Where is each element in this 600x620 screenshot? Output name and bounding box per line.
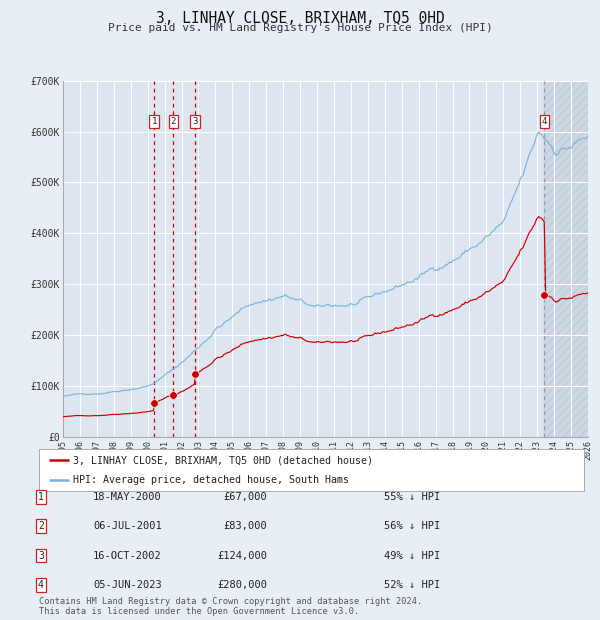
Text: 16-OCT-2002: 16-OCT-2002 xyxy=(93,551,162,560)
Text: HPI: Average price, detached house, South Hams: HPI: Average price, detached house, Sout… xyxy=(73,475,349,485)
Text: 2: 2 xyxy=(170,117,176,126)
Text: £280,000: £280,000 xyxy=(217,580,267,590)
Text: 52% ↓ HPI: 52% ↓ HPI xyxy=(384,580,440,590)
Text: 49% ↓ HPI: 49% ↓ HPI xyxy=(384,551,440,560)
Text: 3: 3 xyxy=(192,117,197,126)
Text: This data is licensed under the Open Government Licence v3.0.: This data is licensed under the Open Gov… xyxy=(39,606,359,616)
Text: £67,000: £67,000 xyxy=(223,492,267,502)
Text: 4: 4 xyxy=(542,117,547,126)
Text: 55% ↓ HPI: 55% ↓ HPI xyxy=(384,492,440,502)
Text: 4: 4 xyxy=(38,580,44,590)
Text: 18-MAY-2000: 18-MAY-2000 xyxy=(93,492,162,502)
Text: £83,000: £83,000 xyxy=(223,521,267,531)
Text: Contains HM Land Registry data © Crown copyright and database right 2024.: Contains HM Land Registry data © Crown c… xyxy=(39,597,422,606)
Text: 06-JUL-2001: 06-JUL-2001 xyxy=(93,521,162,531)
Text: £124,000: £124,000 xyxy=(217,551,267,560)
Text: 3, LINHAY CLOSE, BRIXHAM, TQ5 0HD: 3, LINHAY CLOSE, BRIXHAM, TQ5 0HD xyxy=(155,11,445,26)
Text: 3, LINHAY CLOSE, BRIXHAM, TQ5 0HD (detached house): 3, LINHAY CLOSE, BRIXHAM, TQ5 0HD (detac… xyxy=(73,455,373,465)
Text: 1: 1 xyxy=(151,117,157,126)
Text: Price paid vs. HM Land Registry's House Price Index (HPI): Price paid vs. HM Land Registry's House … xyxy=(107,23,493,33)
Text: 3: 3 xyxy=(38,551,44,560)
Text: 05-JUN-2023: 05-JUN-2023 xyxy=(93,580,162,590)
Text: 1: 1 xyxy=(38,492,44,502)
Text: 2: 2 xyxy=(38,521,44,531)
Text: 56% ↓ HPI: 56% ↓ HPI xyxy=(384,521,440,531)
Bar xyxy=(544,81,588,437)
